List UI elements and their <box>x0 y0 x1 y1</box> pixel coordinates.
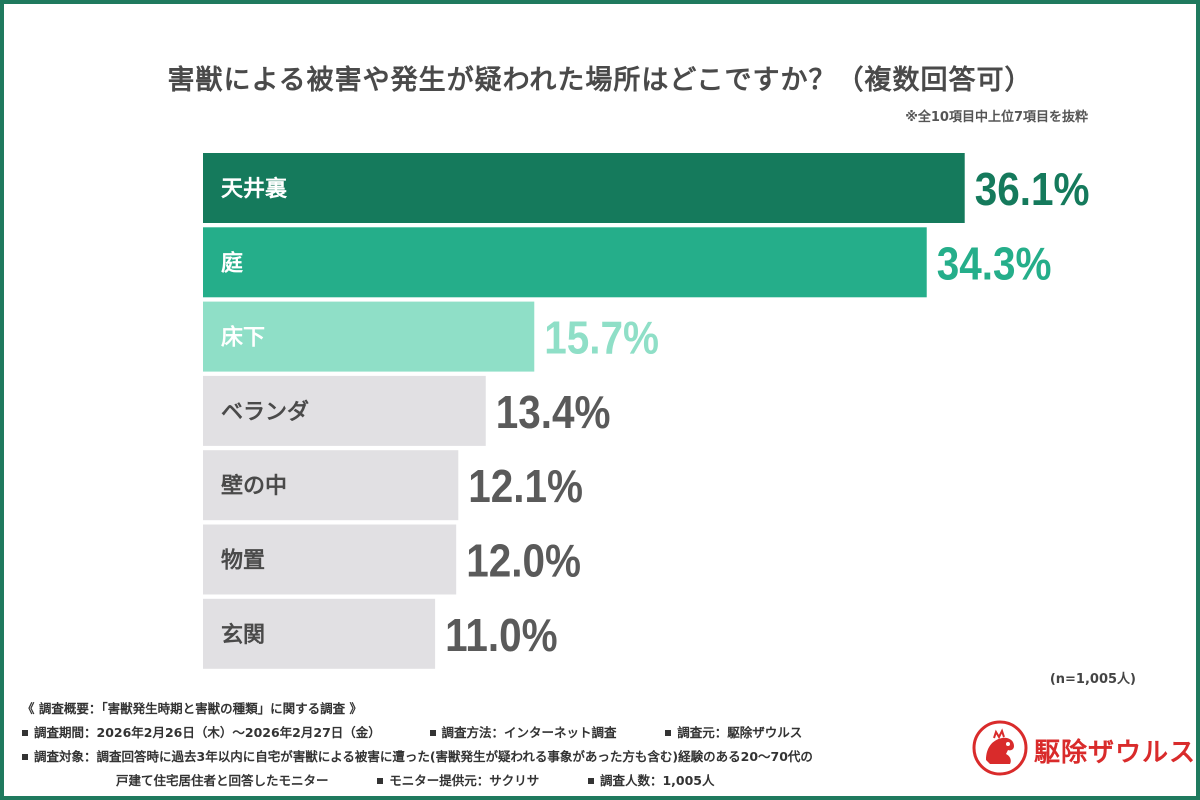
bullet-icon <box>22 729 28 736</box>
value-label-3: 15.7% <box>544 313 659 364</box>
survey-target-cont: 戸建て住宅居住者と回答したモニター <box>116 773 329 788</box>
survey-period: 調査期間：2026年2月26日（木）～2026年2月27日（金） <box>34 725 381 740</box>
bullet-icon <box>665 729 672 736</box>
bullet-icon <box>587 777 594 784</box>
survey-method: 調査方法：インターネット調査 <box>441 725 617 740</box>
chart-title: 害獣による被害や発生が疑われた場所はどこですか？（複数回答可） <box>167 65 1033 96</box>
brand-name: 駆除ザウルス <box>1034 738 1197 768</box>
sample-size-note: (n=1,005人) <box>1049 672 1136 687</box>
value-label-2: 34.3% <box>937 239 1052 290</box>
category-label-2: 庭 <box>221 250 243 276</box>
survey-heading: 《 調査概要：「害獣発生時期と害獣の種類」に関する調査 》 <box>22 701 362 716</box>
bar-5 <box>203 450 459 521</box>
bar-6 <box>203 524 457 595</box>
bullet-icon <box>22 753 28 760</box>
survey-target: 調査対象：調査回答時に過去3年以内に自宅が害獣による被害に遭った(害獣発生が疑わ… <box>34 749 813 764</box>
category-label-1: 天井裏 <box>221 176 288 202</box>
bar-2 <box>203 227 927 298</box>
category-label-3: 床下 <box>221 325 265 351</box>
brand-logo: 駆除ザウルス <box>972 720 1195 780</box>
value-label-7: 11.0% <box>445 610 558 661</box>
bullet-icon <box>377 777 384 784</box>
bullet-icon <box>429 729 436 736</box>
value-label-1: 36.1% <box>975 165 1090 216</box>
bar-3 <box>203 301 535 372</box>
value-label-4: 13.4% <box>496 388 611 439</box>
survey-provider: モニター提供元：サクリサ <box>389 773 540 788</box>
chart-subnote: ※全10項目中上位7項目を抜粋 <box>905 110 1088 125</box>
bar-7 <box>203 598 436 669</box>
category-label-6: 物置 <box>221 548 265 574</box>
value-label-5: 12.1% <box>468 462 583 513</box>
category-label-4: ベランダ <box>221 399 309 425</box>
survey-summary: 《 調査概要：「害獣発生時期と害獣の種類」に関する調査 》 調査期間：2026年… <box>22 697 813 793</box>
bar-1 <box>203 153 965 223</box>
survey-source: 調査元：駆除ザウルス <box>677 725 803 740</box>
category-label-5: 壁の中 <box>221 473 287 499</box>
value-label-6: 12.0% <box>466 536 581 587</box>
dinosaur-icon <box>972 720 1028 776</box>
bar-4 <box>203 375 486 446</box>
category-label-7: 玄関 <box>221 622 265 648</box>
survey-respondents: 調査人数：1,005人 <box>599 773 715 788</box>
